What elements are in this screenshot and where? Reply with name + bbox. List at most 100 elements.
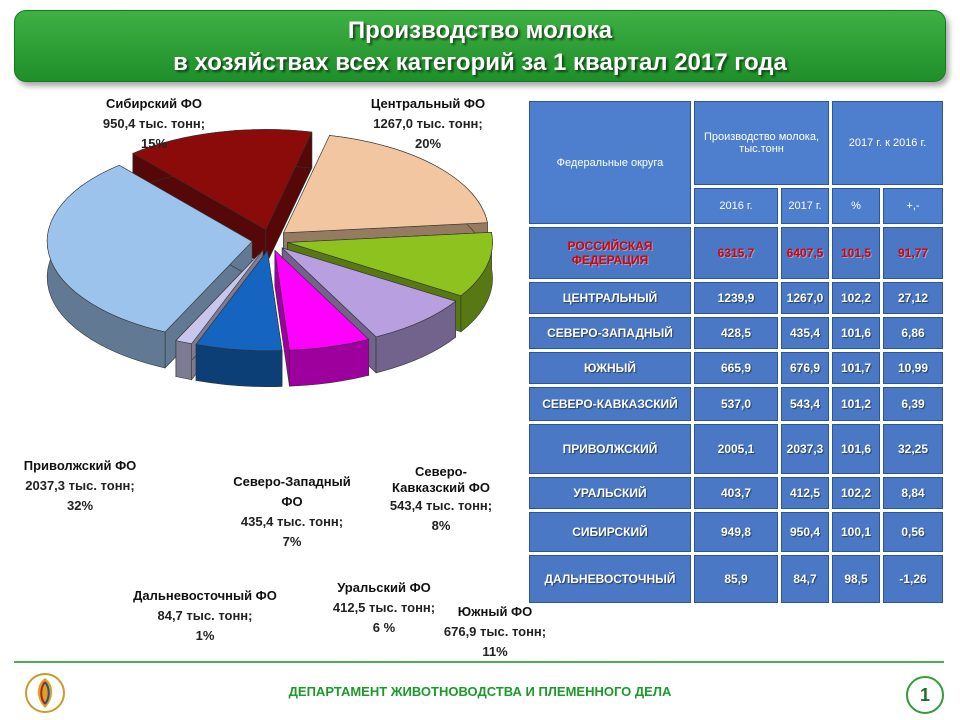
callout-value: 1267,0 тыс. тонн; (373, 116, 483, 131)
row-name: УРАЛЬСКИЙ (529, 477, 691, 509)
row-percent: 102,2 (832, 477, 880, 509)
row-diff: 8,84 (883, 477, 943, 509)
row-diff: 91,77 (883, 227, 943, 279)
row-name: ПРИВОЛЖСКИЙ (529, 424, 691, 474)
row-diff: 32,25 (883, 424, 943, 474)
page-number: 1 (906, 676, 944, 714)
row-2017: 1267,0 (781, 282, 829, 314)
table-row: РОССИЙСКАЯ ФЕДЕРАЦИЯ 6315,7 6407,5 101,5… (529, 227, 943, 279)
callout-value: 2037,3 тыс. тонн; (25, 478, 135, 493)
row-2016: 2005,1 (694, 424, 778, 474)
callout-dalnevostochny: Дальневосточный ФО 84,7 тыс. тонн; 1% (110, 586, 300, 646)
pie-slice (274, 249, 370, 387)
callout-value: 435,4 тыс. тонн; (240, 514, 344, 529)
callout-uralsky: Уральский ФО 412,5 тыс. тонн; 6 % (304, 578, 464, 638)
row-2017: 435,4 (781, 317, 829, 349)
row-diff: 6,86 (883, 317, 943, 349)
table-row: СЕВЕРО-КАВКАЗСКИЙ 537,0 543,4 101,2 6,39 (529, 387, 943, 421)
row-percent: 101,6 (832, 317, 880, 349)
header-district: Федеральные округа (529, 101, 691, 224)
callout-name: Северо-Кавказский ФО (392, 464, 490, 495)
pie-slice (46, 164, 253, 369)
milk-production-table: Федеральные округа Производство молока, … (526, 98, 946, 606)
header-production: Производство молока, тыс.тонн (694, 101, 829, 185)
callout-name: Северо-Западный ФО (233, 474, 351, 509)
callout-sibirsky: Сибирский ФО 950,4 тыс. тонн; 15% (64, 94, 244, 154)
callout-value: 543,4 тыс. тонн; (389, 498, 493, 513)
table-row: СИБИРСКИЙ 949,8 950,4 100,1 0,56 (529, 512, 943, 552)
row-name: ЮЖНЫЙ (529, 352, 691, 384)
row-percent: 98,5 (832, 555, 880, 603)
callout-value: 412,5 тыс. тонн; (332, 600, 436, 615)
header-compare: 2017 г. к 2016 г. (832, 101, 943, 185)
row-percent: 101,2 (832, 387, 880, 421)
row-percent: 102,2 (832, 282, 880, 314)
callout-name: Дальневосточный ФО (133, 588, 277, 603)
title-line-1: Производство молока (347, 17, 613, 44)
row-percent: 101,7 (832, 352, 880, 384)
row-2017: 84,7 (781, 555, 829, 603)
row-2016: 665,9 (694, 352, 778, 384)
callout-value: 84,7 тыс. тонн; (157, 608, 253, 623)
row-2017: 543,4 (781, 387, 829, 421)
row-2016: 85,9 (694, 555, 778, 603)
table-row: УРАЛЬСКИЙ 403,7 412,5 102,2 8,84 (529, 477, 943, 509)
callout-percent: 1% (195, 628, 215, 643)
row-name: СИБИРСКИЙ (529, 512, 691, 552)
callout-name: Южный ФО (457, 604, 533, 619)
table-row: ПРИВОЛЖСКИЙ 2005,1 2037,3 101,6 32,25 (529, 424, 943, 474)
row-percent: 100,1 (832, 512, 880, 552)
header-2017: 2017 г. (781, 188, 829, 224)
row-diff: 0,56 (883, 512, 943, 552)
callout-percent: 6 % (372, 620, 396, 635)
callout-percent: 20% (414, 136, 442, 151)
row-2017: 412,5 (781, 477, 829, 509)
callout-name: Центральный ФО (370, 96, 486, 111)
row-percent: 101,6 (832, 424, 880, 474)
callout-name: Сибирский ФО (106, 96, 202, 111)
row-diff: -1,26 (883, 555, 943, 603)
callout-severokavkazsky: Северо-Кавказский ФО 543,4 тыс. тонн; 8% (376, 464, 506, 536)
callout-percent: 32% (66, 498, 94, 513)
row-2016: 403,7 (694, 477, 778, 509)
pie-slice (195, 249, 283, 387)
row-2016: 949,8 (694, 512, 778, 552)
table-row: ДАЛЬНЕВОСТОЧНЫЙ 85,9 84,7 98,5 -1,26 (529, 555, 943, 603)
callout-yuzhny: Южный ФО 676,9 тыс. тонн; 11% (420, 602, 570, 662)
row-name: ДАЛЬНЕВОСТОЧНЫЙ (529, 555, 691, 603)
row-name: РОССИЙСКАЯ ФЕДЕРАЦИЯ (529, 227, 691, 279)
pie-chart (46, 129, 493, 387)
row-2016: 537,0 (694, 387, 778, 421)
callout-central: Центральный ФО 1267,0 тыс. тонн; 20% (338, 94, 518, 154)
header-diff: +,- (883, 188, 943, 224)
callout-name: Уральский ФО (337, 580, 431, 595)
header-2016: 2016 г. (694, 188, 778, 224)
row-2017: 950,4 (781, 512, 829, 552)
ministry-emblem-icon (25, 673, 65, 713)
row-2016: 6315,7 (694, 227, 778, 279)
row-2017: 2037,3 (781, 424, 829, 474)
callout-percent: 15% (140, 136, 168, 151)
row-diff: 27,12 (883, 282, 943, 314)
row-2016: 1239,9 (694, 282, 778, 314)
footer-divider (14, 661, 944, 663)
title-line-2: в хозяйствах всех категорий за 1 квартал… (173, 49, 787, 76)
header-percent: % (832, 188, 880, 224)
row-diff: 6,39 (883, 387, 943, 421)
callout-name: Приволжский ФО (23, 458, 137, 473)
row-2017: 6407,5 (781, 227, 829, 279)
table-row: СЕВЕРО-ЗАПАДНЫЙ 428,5 435,4 101,6 6,86 (529, 317, 943, 349)
row-diff: 10,99 (883, 352, 943, 384)
callout-percent: 8% (431, 518, 451, 533)
department-name: ДЕПАРТАМЕНТ ЖИВОТНОВОДСТВА И ПЛЕМЕННОГО … (288, 684, 672, 699)
row-2016: 428,5 (694, 317, 778, 349)
row-name: СЕВЕРО-ЗАПАДНЫЙ (529, 317, 691, 349)
callout-privolzhsky: Приволжский ФО 2037,3 тыс. тонн; 32% (0, 456, 160, 516)
callout-percent: 11% (482, 644, 508, 659)
callout-percent: 7% (282, 534, 302, 549)
title-banner: Производство молока в хозяйствах всех ка… (14, 10, 946, 82)
row-name: СЕВЕРО-КАВКАЗСКИЙ (529, 387, 691, 421)
table-row: ЮЖНЫЙ 665,9 676,9 101,7 10,99 (529, 352, 943, 384)
callout-severozapadny: Северо-Западный ФО 435,4 тыс. тонн; 7% (212, 472, 372, 552)
row-name: ЦЕНТРАЛЬНЫЙ (529, 282, 691, 314)
